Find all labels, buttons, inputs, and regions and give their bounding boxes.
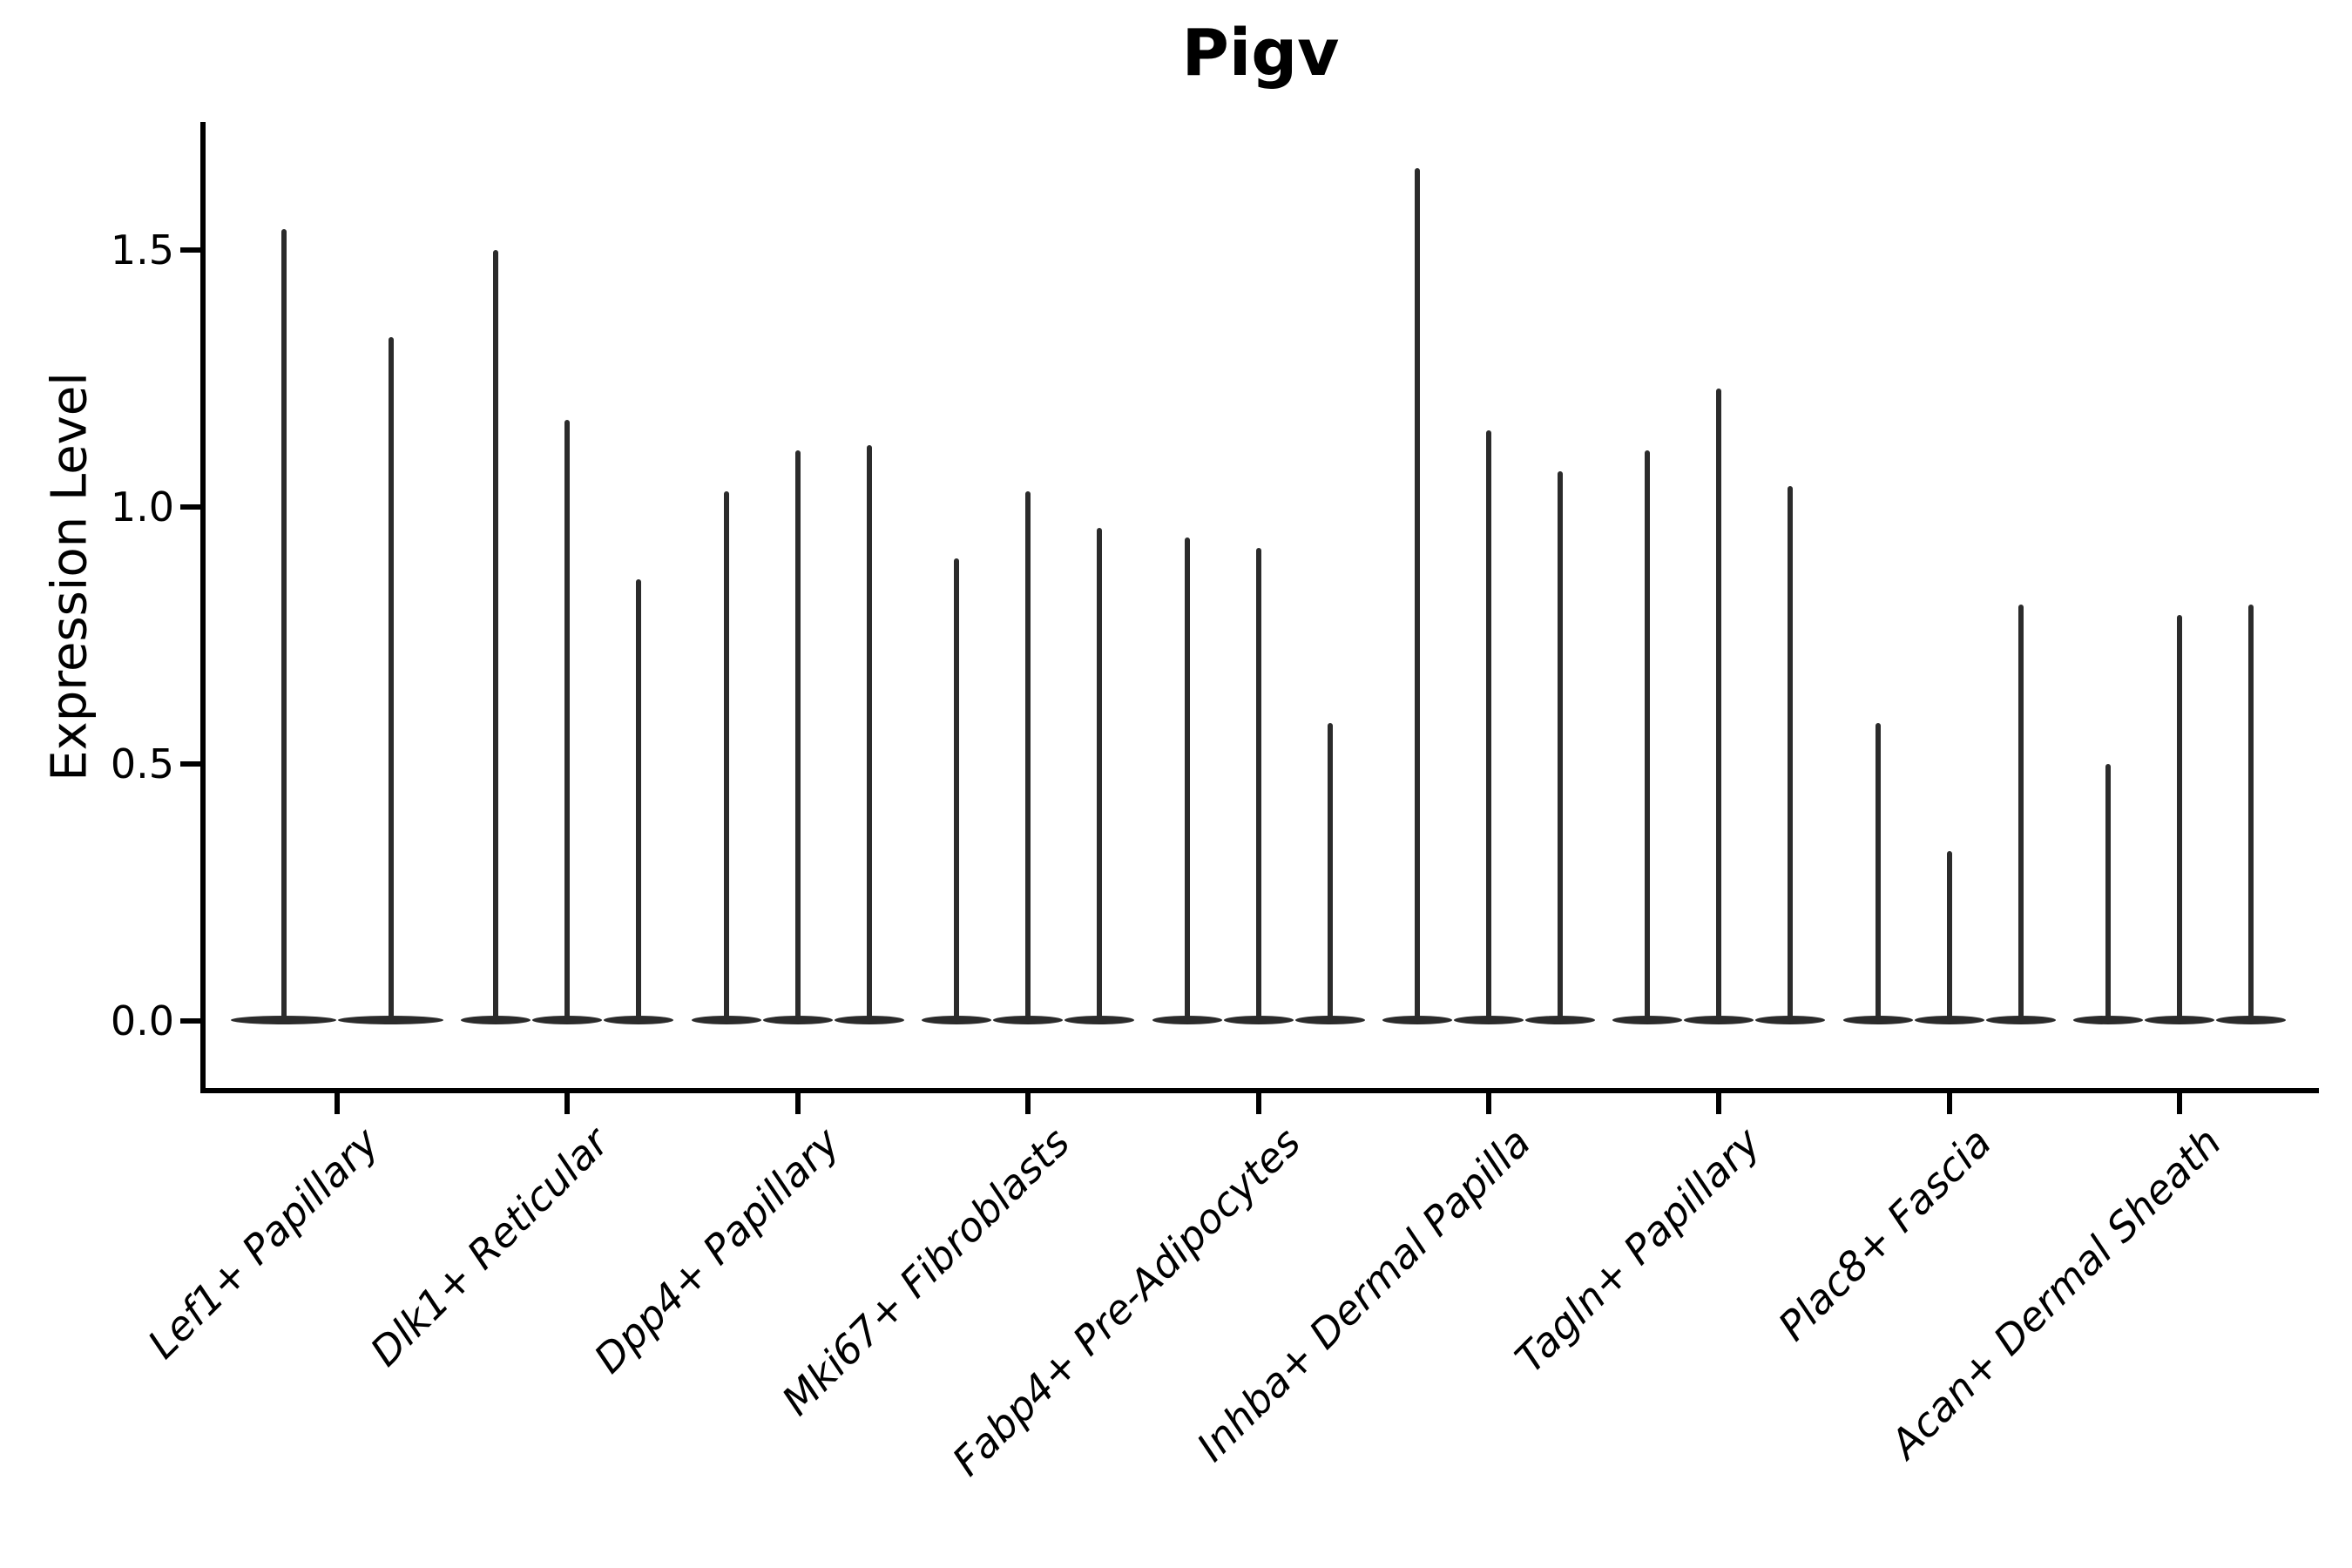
x-tick	[335, 1093, 340, 1114]
y-tick	[180, 247, 201, 253]
violin-spike	[2105, 764, 2111, 1023]
violin-spike	[2018, 605, 2024, 1023]
x-tick	[1486, 1093, 1491, 1114]
violin-spike	[1486, 429, 1491, 1023]
x-tick	[1716, 1093, 1721, 1114]
x-tick	[1256, 1093, 1261, 1114]
violin-spike	[795, 450, 801, 1023]
violin-spike	[2248, 605, 2254, 1023]
y-tick	[180, 504, 201, 510]
y-axis-label: Expression Level	[41, 372, 98, 781]
violin-spike	[1185, 537, 1190, 1023]
x-tick-label: Plac8+ Fascia	[1768, 1119, 2001, 1350]
x-axis-spine	[200, 1088, 2319, 1093]
violin-spike	[1558, 470, 1563, 1023]
violin-spike	[1328, 722, 1333, 1023]
violin-spike	[1947, 851, 1952, 1023]
x-tick	[1025, 1093, 1031, 1114]
violin-spike	[1415, 167, 1420, 1023]
violin-spike	[1716, 389, 1721, 1023]
x-tick-label: Dpp4+ Papillary	[585, 1119, 849, 1382]
violin-spike	[1256, 548, 1261, 1023]
y-tick-label: 1.5	[110, 226, 174, 274]
x-tick-label: Lef1+ Papillary	[139, 1119, 389, 1368]
y-tick	[180, 1018, 201, 1024]
violin-spike	[1097, 527, 1102, 1023]
violin-spike	[388, 337, 394, 1023]
x-tick	[795, 1093, 801, 1114]
y-tick	[180, 761, 201, 767]
violin-spike	[493, 250, 498, 1023]
x-tick-label: Fabp4+ Pre-Adipocytes	[943, 1119, 1310, 1485]
violin-spike	[954, 558, 959, 1023]
x-tick-label: Mki67+ Fibroblasts	[773, 1119, 1079, 1425]
violin-spike	[1788, 486, 1793, 1023]
x-tick-label: Acan+ Dermal Sheath	[1881, 1119, 2231, 1468]
violin-spike	[1876, 722, 1881, 1023]
x-tick	[2177, 1093, 2182, 1114]
violin-spike	[636, 578, 641, 1023]
x-tick-label: Inhba+ Dermal Papilla	[1187, 1119, 1540, 1470]
chart-title: Pigv	[1181, 16, 1340, 91]
violin-spike	[1645, 450, 1650, 1023]
x-tick-label: Dlk1+ Reticular	[361, 1119, 618, 1375]
x-tick	[1947, 1093, 1952, 1114]
y-axis-spine	[200, 122, 206, 1093]
violin-spike	[2177, 614, 2182, 1023]
violin-spike	[724, 491, 729, 1023]
violin-spike	[867, 445, 872, 1023]
violin-spike	[280, 229, 287, 1023]
y-tick-label: 1.0	[110, 483, 174, 531]
y-tick-label: 0.0	[110, 997, 174, 1044]
y-tick-label: 0.5	[110, 740, 174, 787]
violin-spike	[1025, 491, 1031, 1023]
violin-spike	[564, 419, 570, 1023]
x-tick-label: Tagln+ Papillary	[1505, 1119, 1770, 1382]
x-tick	[564, 1093, 570, 1114]
